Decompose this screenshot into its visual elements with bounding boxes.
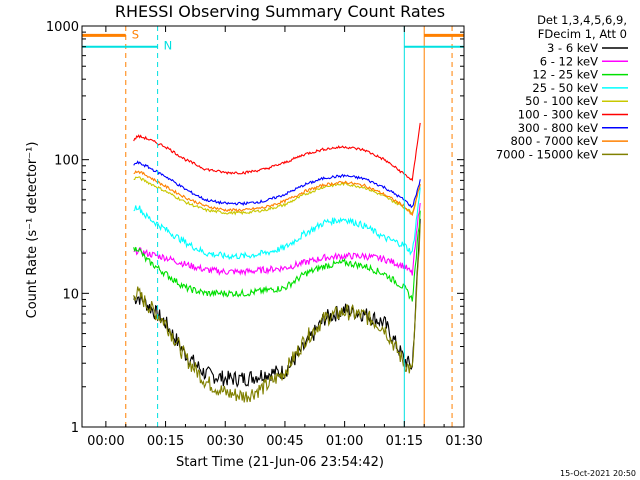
footer-timestamp: 15-Oct-2021 20:50: [560, 469, 636, 478]
marker-label: N: [164, 39, 173, 53]
legend-header-1: Det 1,3,4,5,6,9,: [537, 13, 627, 27]
y-axis-label: Count Rate (s⁻¹ detector⁻¹): [25, 142, 40, 319]
series-line-6-12-kev: [133, 202, 421, 277]
plot-frame: [81, 25, 465, 428]
y-tick-label: 1: [71, 421, 79, 436]
series-line-25-50-kev: [133, 187, 421, 261]
x-tick-label: 00:30: [207, 434, 244, 449]
series-line-300-800-kev: [133, 160, 421, 209]
legend-label: 100 - 300 keV: [518, 108, 598, 122]
legend-label: 50 - 100 keV: [525, 94, 598, 108]
legend-label: 6 - 12 keV: [540, 54, 598, 68]
legend-header-2: FDecim 1, Att 0: [538, 27, 627, 41]
series-line-50-100-kev: [133, 176, 421, 216]
x-tick-label: 01:15: [386, 434, 423, 449]
x-tick-label: 01:30: [445, 434, 482, 449]
legend-label: 300 - 800 keV: [518, 121, 598, 135]
legend-label: 3 - 6 keV: [547, 41, 598, 55]
series-line-12-25-kev: [133, 210, 421, 302]
y-tick-label: 10: [62, 287, 79, 302]
series-line-800-7000-kev: [133, 170, 421, 217]
x-tick-label: 00:15: [147, 434, 184, 449]
chart-title: RHESSI Observing Summary Count Rates: [115, 2, 445, 21]
x-axis-label: Start Time (21-Jun-06 23:54:42): [176, 455, 384, 470]
legend-label: 12 - 25 keV: [532, 68, 598, 82]
series-line-3-6-kev: [133, 218, 421, 388]
y-tick-label: 1000: [46, 20, 79, 35]
y-tick-label: 100: [54, 154, 79, 169]
x-tick-label: 01:00: [326, 434, 363, 449]
marker-layer: SN: [82, 26, 464, 427]
series-line-7000-15000-kev: [133, 223, 421, 403]
x-tick-label: 00:00: [87, 434, 124, 449]
legend-label: 25 - 50 keV: [532, 81, 598, 95]
x-tick-label: 00:45: [266, 434, 303, 449]
series-line-100-300-kev: [133, 122, 421, 182]
legend-label: 7000 - 15000 keV: [496, 147, 598, 161]
legend-label: 800 - 7000 keV: [510, 134, 598, 148]
legend: Det 1,3,4,5,6,9, FDecim 1, Att 0 3 - 6 k…: [496, 13, 628, 161]
x-axis: 00:00 00:15 00:30 00:45 01:00 01:15 01:30: [87, 26, 483, 449]
series-layer: [133, 122, 421, 403]
marker-label: S: [132, 27, 139, 41]
y-axis: 1 10 100 1000: [46, 20, 464, 436]
